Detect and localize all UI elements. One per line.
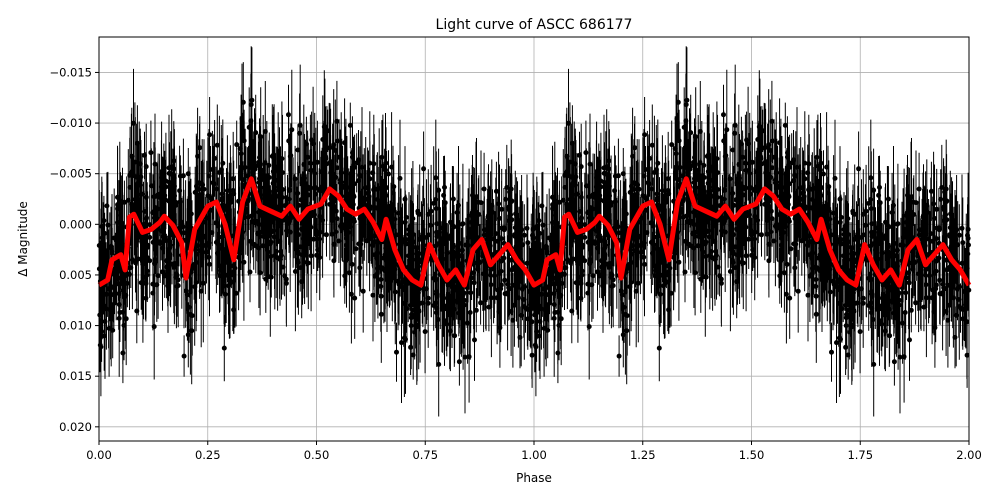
x-tick-label: 0.75 xyxy=(412,448,438,462)
y-tick-label: −0.010 xyxy=(49,116,92,130)
binned-mean-line xyxy=(97,176,972,288)
x-tick-label: 2.00 xyxy=(956,448,982,462)
y-tick-label: 0.010 xyxy=(59,319,92,333)
x-tick-label: 1.50 xyxy=(739,448,765,462)
y-axis-ticks: −0.015 −0.010 −0.005 0.000 0.005 0.010 0.015 0.… xyxy=(49,65,99,434)
x-tick-label: 0.50 xyxy=(304,448,330,462)
y-tick-label: 0.020 xyxy=(59,420,92,434)
x-tick-label: 1.75 xyxy=(847,448,873,462)
x-tick-label: 0.25 xyxy=(195,448,221,462)
x-tick-label: 1.00 xyxy=(521,448,547,462)
y-tick-label: 0.000 xyxy=(59,217,92,231)
x-axis-ticks: 0.00 0.25 0.50 0.75 1.00 1.25 1.50 1.75 2.00 xyxy=(86,441,982,462)
x-axis-label: Phase xyxy=(516,471,552,485)
x-tick-label: 1.25 xyxy=(630,448,656,462)
chart-title: Light curve of ASCC 686177 xyxy=(436,17,633,33)
y-tick-label: −0.015 xyxy=(49,65,92,79)
x-tick-label: 0.00 xyxy=(86,448,112,462)
y-axis-label: Δ Magnitude xyxy=(16,201,30,277)
y-tick-label: −0.005 xyxy=(49,167,92,181)
y-tick-label: 0.005 xyxy=(59,268,92,282)
y-tick-label: 0.015 xyxy=(59,369,92,383)
